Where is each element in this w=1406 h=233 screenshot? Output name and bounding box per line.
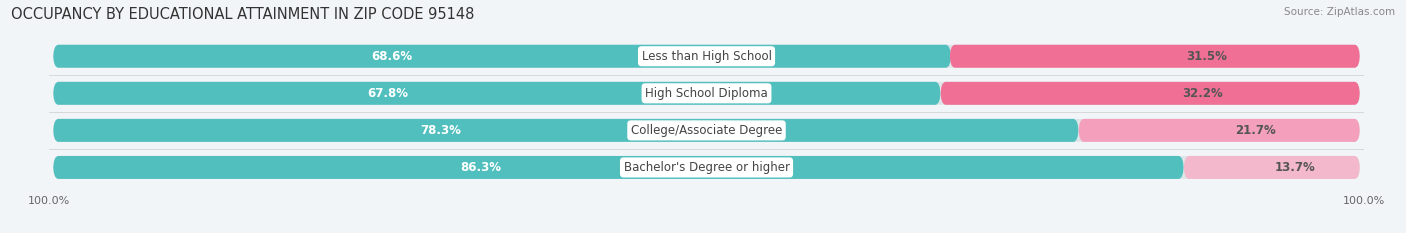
FancyBboxPatch shape — [53, 82, 941, 105]
Text: 32.2%: 32.2% — [1182, 87, 1223, 100]
FancyBboxPatch shape — [949, 45, 1360, 68]
Text: Bachelor's Degree or higher: Bachelor's Degree or higher — [623, 161, 790, 174]
Text: 86.3%: 86.3% — [460, 161, 501, 174]
Text: 21.7%: 21.7% — [1234, 124, 1275, 137]
FancyBboxPatch shape — [53, 119, 1360, 142]
Text: 68.6%: 68.6% — [371, 50, 412, 63]
FancyBboxPatch shape — [53, 119, 1078, 142]
FancyBboxPatch shape — [1184, 156, 1360, 179]
Text: Less than High School: Less than High School — [641, 50, 772, 63]
FancyBboxPatch shape — [941, 82, 1360, 105]
Text: College/Associate Degree: College/Associate Degree — [631, 124, 782, 137]
FancyBboxPatch shape — [53, 45, 1360, 68]
Text: Source: ZipAtlas.com: Source: ZipAtlas.com — [1284, 7, 1395, 17]
Text: 13.7%: 13.7% — [1275, 161, 1316, 174]
Text: 67.8%: 67.8% — [367, 87, 408, 100]
FancyBboxPatch shape — [53, 156, 1184, 179]
Text: 78.3%: 78.3% — [420, 124, 461, 137]
FancyBboxPatch shape — [1078, 119, 1360, 142]
FancyBboxPatch shape — [53, 45, 950, 68]
FancyBboxPatch shape — [53, 82, 1360, 105]
Text: High School Diploma: High School Diploma — [645, 87, 768, 100]
Text: 31.5%: 31.5% — [1187, 50, 1227, 63]
FancyBboxPatch shape — [53, 156, 1360, 179]
Text: OCCUPANCY BY EDUCATIONAL ATTAINMENT IN ZIP CODE 95148: OCCUPANCY BY EDUCATIONAL ATTAINMENT IN Z… — [11, 7, 475, 22]
